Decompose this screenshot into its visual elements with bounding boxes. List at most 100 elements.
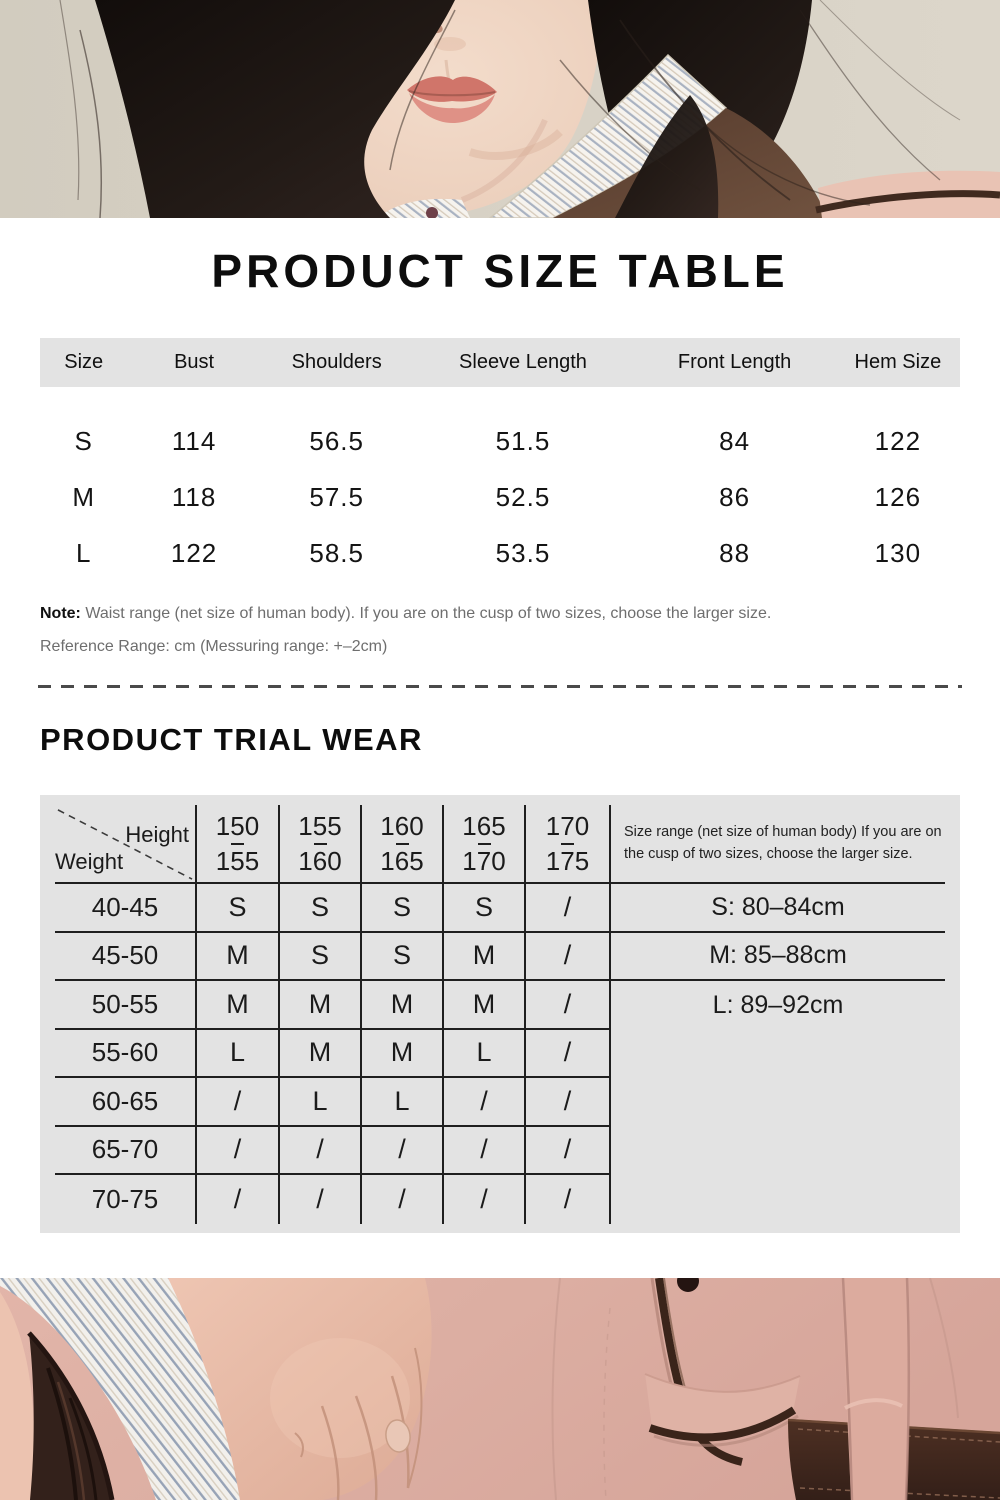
- hair-left: [95, 0, 455, 218]
- shoulders-cell: 58.5: [309, 537, 364, 568]
- size-cell: M: [72, 481, 96, 512]
- trial-wear-panel: Height Weight 150 155 155 160 160 165 165 17…: [40, 795, 960, 1233]
- weight-row-label: 60-65: [55, 1078, 197, 1127]
- height-min: 150: [215, 810, 260, 841]
- coat-detail-art: [0, 1278, 1000, 1500]
- pocket-piping: [648, 1406, 797, 1442]
- column-header-size: Size: [64, 351, 104, 373]
- hair-front: [615, 95, 719, 218]
- trial-cell: /: [197, 1175, 280, 1224]
- model-portrait-photo: [0, 0, 1000, 218]
- trial-cell: M: [362, 981, 444, 1030]
- height-max: 175: [545, 845, 590, 876]
- height-max: 165: [380, 845, 424, 876]
- front-length-cell: 88: [719, 537, 751, 568]
- trial-cell: /: [526, 932, 611, 981]
- collar-under-chin: [378, 198, 470, 218]
- neck-shadow: [468, 129, 563, 160]
- empty-cell: [611, 1030, 945, 1079]
- trial-cell: /: [526, 884, 611, 933]
- range-dash: [561, 842, 574, 845]
- empty-cell: [611, 1078, 945, 1127]
- front-length-cell: 84: [719, 425, 751, 456]
- empty-cell: [611, 1175, 945, 1224]
- trial-cell: /: [526, 981, 611, 1030]
- size-range-l: L: 89–92cm: [712, 990, 844, 1019]
- under-nose-shadow: [434, 37, 466, 51]
- shoulders-cell: 56.5: [309, 425, 364, 456]
- model-portrait-art: [0, 0, 1000, 218]
- range-dash: [477, 842, 491, 845]
- column-header-bust: Bust: [174, 351, 215, 373]
- size-table-header-row: Size Bust Shoulders Sleeve Length Front …: [40, 338, 960, 387]
- size-range-s: S: 80–84cm: [611, 884, 945, 933]
- necklace-bead: [426, 207, 438, 218]
- height-range-header: 170 175: [526, 805, 611, 884]
- coat-creases: [551, 1278, 959, 1500]
- trial-cell: /: [526, 1029, 611, 1078]
- striped-shirt: [0, 1278, 250, 1500]
- trial-cell: /: [526, 1175, 611, 1224]
- coat-detail-photo: [0, 1278, 1000, 1500]
- height-range-header: 160 165: [362, 805, 444, 884]
- size-row-l: L 122 58.5 53.5 88 130: [40, 525, 960, 581]
- coat-button: [677, 1278, 699, 1292]
- hair-strands: [59, 0, 961, 218]
- strap-fold-highlight: [844, 1398, 903, 1410]
- column-header-shoulders: Shoulders: [291, 351, 382, 373]
- trial-cell: /: [362, 1175, 444, 1224]
- reference-line: Reference Range: cm (Messuring range: +–…: [40, 638, 388, 655]
- jaw-shadow: [460, 118, 548, 203]
- range-dash: [395, 842, 409, 845]
- trial-cell: M: [444, 932, 526, 981]
- height-range-header: 155 160: [280, 805, 362, 884]
- range-dash: [231, 842, 244, 845]
- note-line: Note: Waist range (net size of human bod…: [40, 597, 960, 630]
- bust-cell: 118: [171, 481, 217, 512]
- trial-cell: /: [444, 1175, 526, 1224]
- trial-cell: M: [280, 1029, 362, 1078]
- height-max: 160: [298, 845, 342, 876]
- trial-wear-grid: Height Weight 150 155 155 160 160 165 165 17…: [55, 805, 945, 1224]
- trial-cell: S: [362, 932, 444, 981]
- trial-cell: L: [197, 1029, 280, 1078]
- trial-cell: M: [362, 1029, 444, 1078]
- trial-cell: S: [197, 884, 280, 933]
- thumbnail: [385, 1419, 411, 1453]
- bust-cell: 114: [171, 425, 217, 456]
- size-table-title: PRODUCT SIZE TABLE: [211, 245, 789, 297]
- trial-cell: S: [444, 884, 526, 933]
- size-range-m: M: 85–88cm: [611, 933, 945, 981]
- shoulder-piping: [815, 190, 1000, 214]
- finger-lines: [294, 1347, 423, 1500]
- trial-cell: L: [444, 1029, 526, 1078]
- height-range-header: 165 170: [444, 805, 526, 884]
- trial-cell: M: [197, 932, 280, 981]
- trial-cell: /: [444, 1126, 526, 1175]
- flap-top-crease: [644, 1373, 801, 1393]
- height-max: 170: [462, 845, 506, 876]
- column-header-hem-size: Hem Size: [854, 351, 942, 373]
- weight-row-label: 40-45: [55, 884, 197, 933]
- note-text: Waist range (net size of human body). If…: [80, 605, 772, 622]
- lower-lip: [409, 93, 495, 124]
- size-row-m: M 118 57.5 52.5 86 126: [40, 469, 960, 525]
- mouth-line: [408, 90, 496, 97]
- trial-cell: L: [362, 1078, 444, 1127]
- bust-cell: 122: [170, 537, 218, 568]
- size-cell: S: [74, 425, 93, 456]
- height-min: 155: [298, 810, 342, 841]
- empty-cell: [611, 1127, 945, 1176]
- sleeve-cell: 53.5: [495, 537, 551, 568]
- column-header-sleeve-length: Sleeve Length: [459, 351, 587, 373]
- strap-edges: [841, 1278, 911, 1500]
- trial-cell: S: [362, 884, 444, 933]
- height-max: 155: [215, 845, 260, 876]
- trial-cell: /: [197, 1078, 280, 1127]
- weight-row-label: 55-60: [55, 1029, 197, 1078]
- side-note: Size range (net size of human body) If y…: [611, 805, 945, 884]
- trial-cell: /: [362, 1126, 444, 1175]
- column-header-front-length: Front Length: [677, 351, 792, 373]
- trial-cell: M: [197, 981, 280, 1030]
- size-table-body: S 114 56.5 51.5 84 122 M 118 57.5 52.5 8…: [40, 387, 960, 581]
